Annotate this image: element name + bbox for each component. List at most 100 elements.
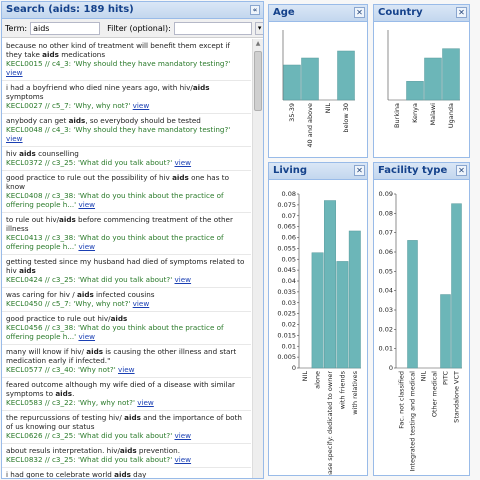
facility-panel-title: Facility type [378, 165, 448, 176]
bar [301, 57, 319, 101]
filter-input[interactable] [173, 21, 252, 35]
facility-panel: Facility type ✕ 0 0.01 0.02 0.03 0.04 0.05 0.0… [373, 162, 470, 476]
age-panel-title: Age [273, 7, 295, 18]
bar [451, 203, 462, 369]
y-tick-label: 0.065 [277, 223, 296, 231]
x-tick-label: Standalone VCT [453, 371, 461, 423]
y-tick-label: 0.035 [277, 288, 296, 296]
y-tick-label: 0.04 [379, 287, 393, 295]
x-tick-label: NIL [301, 371, 309, 382]
y-tick-label: 0.08 [282, 190, 296, 198]
y-tick-label: 0.06 [379, 248, 393, 256]
search-panel-title: Search (aids: 189 hits) [6, 4, 134, 15]
result-item: many will know if hiv/ aids is causing t… [2, 345, 251, 378]
x-tick-label: Integrated testing and medical [409, 371, 417, 472]
x-tick-label: Kenya [411, 103, 419, 123]
result-item: feared outcome although my wife died of … [2, 378, 251, 411]
y-tick-label: 0.03 [282, 299, 296, 307]
y-tick-label: 0.05 [282, 255, 296, 263]
result-text: was caring for hiv / aids infected cousi… [6, 290, 155, 299]
result-reference: KECL0577 // c3_40: 'Why not?' [6, 365, 116, 374]
result-text: because no other kind of treatment will … [6, 41, 230, 59]
scroll-up-icon[interactable]: ▲ [255, 40, 261, 47]
keyword-highlight: aids [119, 446, 137, 455]
y-tick-label: 0.09 [379, 190, 393, 198]
view-link[interactable]: view [174, 158, 192, 167]
result-item: good practice to rule out hiv/aids KECL04… [2, 312, 251, 345]
x-tick-label: Other medical [431, 371, 439, 417]
view-link[interactable]: view [118, 365, 135, 374]
results-list: because no other kind of treatment will … [2, 39, 251, 478]
filter-dropdown-icon[interactable]: ▾ [254, 21, 263, 35]
x-tick-label: with relatives [351, 370, 359, 414]
age-panel-header: Age ✕ [269, 5, 367, 22]
close-icon[interactable]: ✕ [456, 165, 467, 176]
result-reference: KECL0413 // c3_38: 'What do you think ab… [6, 233, 224, 251]
age-chart: 35-39 40 and above NIL below 30 [282, 30, 355, 148]
result-item: about resuls interpretation. hiv/aids pr… [2, 444, 251, 468]
x-tick-label: below 30 [342, 103, 350, 133]
bar [440, 294, 451, 369]
view-link[interactable]: view [6, 68, 23, 77]
age-panel: Age ✕ 35-39 40 and above NIL below 30 [268, 4, 368, 158]
facility-panel-header: Facility type ✕ [374, 163, 469, 180]
result-text: about resuls interpretation. hiv/aids pr… [6, 446, 180, 455]
view-link[interactable]: view [6, 134, 23, 143]
x-tick-label: other, please specify: dedicated to owne… [326, 371, 334, 475]
result-item: anybody can get aids, so everybody shoul… [2, 114, 251, 147]
country-chart: Burkina Kenya Malawi Uganda [387, 30, 460, 128]
country-panel-title: Country [378, 7, 423, 18]
view-link[interactable]: view [137, 398, 154, 407]
result-reference: KECL0832 // c3_25: 'What did you talk ab… [6, 455, 173, 464]
view-link[interactable]: view [174, 455, 192, 464]
close-icon[interactable]: ✕ [354, 165, 365, 176]
keyword-highlight: aids [124, 413, 141, 422]
y-tick-label: 0.08 [379, 209, 393, 217]
close-icon[interactable]: ✕ [354, 7, 365, 18]
result-reference: KECL0015 // c4_3: 'Why should they have … [6, 59, 231, 68]
x-tick-label: Uganda [447, 103, 455, 128]
result-text: i had a boyfriend who died nine years ag… [6, 83, 210, 101]
search-toolbar: Term: Filter (optional): ▾ [2, 19, 263, 38]
results-scrollbar[interactable]: ▲ [252, 39, 263, 478]
keyword-highlight: aids [59, 215, 76, 224]
filter-label: Filter (optional): [107, 23, 171, 33]
close-icon[interactable]: ✕ [456, 7, 467, 18]
result-text: anybody can get aids, so everybody shoul… [6, 116, 201, 125]
x-tick-label: NIL [324, 103, 332, 114]
bar [442, 48, 460, 101]
view-link[interactable]: view [174, 431, 192, 440]
keyword-highlight: aids [110, 314, 128, 323]
y-tick-label: 0.03 [379, 306, 393, 314]
scrollbar-thumb[interactable] [254, 51, 262, 111]
result-item: getting tested since my husband had died… [2, 255, 251, 288]
term-input[interactable] [30, 21, 101, 35]
result-item: the repurcussions of testing hiv/ aids a… [2, 411, 251, 444]
y-tick-label: 0.055 [277, 244, 296, 252]
x-tick-label: Malawi [429, 103, 437, 126]
collapse-icon[interactable]: « [250, 5, 260, 15]
result-item: i had gone to celebrate world aids dayKE… [2, 468, 251, 478]
view-link[interactable]: view [132, 101, 150, 110]
keyword-highlight: aids [42, 50, 59, 59]
view-link[interactable]: view [78, 200, 96, 209]
view-link[interactable]: view [78, 242, 96, 251]
bar [407, 240, 418, 369]
y-tick-label: 0 [292, 364, 296, 372]
living-panel-header: Living ✕ [269, 163, 367, 180]
x-tick-label: with friends [338, 370, 346, 409]
result-text: good practice to rule out hiv/aids [6, 314, 128, 323]
keyword-highlight: aids [172, 173, 189, 182]
bar [311, 252, 324, 369]
view-link[interactable]: view [78, 332, 96, 341]
search-panel: Search (aids: 189 hits) « Term: Filter (… [1, 1, 264, 479]
result-text: the repurcussions of testing hiv/ aids a… [6, 413, 242, 431]
y-tick-label: 0.01 [379, 345, 393, 353]
y-tick-label: 0.025 [277, 310, 296, 318]
keyword-highlight: aids [19, 149, 36, 158]
view-link[interactable]: view [174, 275, 192, 284]
term-label: Term: [5, 23, 28, 33]
result-text: good practice to rule out the possibilit… [6, 173, 229, 191]
view-link[interactable]: view [132, 299, 150, 308]
result-reference: KECL0626 // c3_25: 'What did you talk ab… [6, 431, 173, 440]
